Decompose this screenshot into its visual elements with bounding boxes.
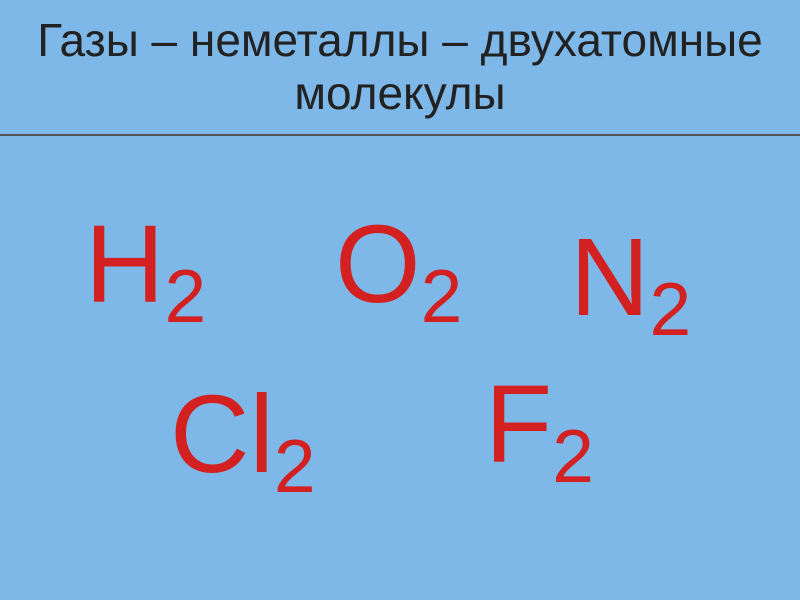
- subscript: 2: [421, 254, 463, 338]
- formulas-container: H2 O2 N2 Cl2 F2: [0, 136, 800, 600]
- formula-cl2: Cl2: [170, 371, 316, 498]
- subscript: 2: [649, 267, 691, 351]
- element-symbol: Cl: [170, 373, 274, 496]
- formula-h2: H2: [85, 201, 206, 328]
- subscript: 2: [164, 254, 206, 338]
- formula-f2: F2: [485, 361, 594, 488]
- slide-title: Газы – неметаллы – двухатомные молекулы: [0, 0, 800, 120]
- element-symbol: O: [335, 203, 421, 326]
- subscript: 2: [552, 414, 594, 498]
- element-symbol: H: [85, 203, 164, 326]
- element-symbol: F: [485, 363, 552, 486]
- formula-o2: O2: [335, 201, 462, 328]
- element-symbol: N: [570, 216, 649, 339]
- formula-n2: N2: [570, 214, 691, 341]
- subscript: 2: [274, 424, 316, 508]
